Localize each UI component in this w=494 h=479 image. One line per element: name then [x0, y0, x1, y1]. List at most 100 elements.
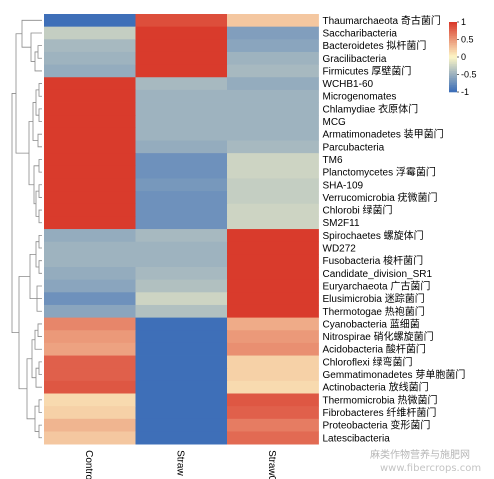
- heatmap-cell: [44, 292, 136, 306]
- heatmap-cell: [135, 267, 228, 281]
- colorbar-segment: [449, 41, 457, 44]
- heatmap-cell: [135, 165, 228, 179]
- heatmap-cell: [135, 153, 228, 167]
- heatmap-cell: [227, 14, 319, 28]
- row-label: Candidate_division_SR1: [323, 269, 433, 280]
- heatmap-cell: [227, 267, 319, 281]
- dendrogram-branch: [37, 323, 42, 337]
- heatmap-cell: [44, 102, 136, 116]
- colorbar-segment: [449, 69, 457, 72]
- colorbar-tick-label: 1: [461, 17, 466, 27]
- heatmap-cell: [44, 368, 136, 382]
- colorbar-segment: [449, 57, 457, 60]
- heatmap-cell: [135, 304, 228, 318]
- heatmap-cell: [227, 77, 319, 91]
- row-label: Thermotogae 热袍菌门: [323, 305, 425, 318]
- heatmap-cell: [135, 418, 228, 432]
- dendrogram-branch: [38, 108, 42, 122]
- heatmap-cell: [227, 393, 319, 407]
- heatmap-cell: [44, 254, 136, 268]
- row-label: Spirochaetes 螺旋体门: [323, 229, 424, 242]
- heatmap-cell: [44, 216, 136, 230]
- row-label: Verrucomicrobia 疣微菌门: [323, 191, 438, 204]
- colorbar-tick-label: 0: [461, 52, 466, 62]
- dendrogram-branch: [32, 102, 38, 141]
- heatmap-cell: [135, 216, 228, 230]
- heatmap-cell: [227, 279, 319, 293]
- heatmap-cell: [135, 115, 228, 129]
- dendrogram-branch: [34, 329, 42, 350]
- heatmap-cell: [44, 51, 136, 65]
- row-label: Microgenomates: [323, 92, 397, 103]
- colorbar-segment: [449, 23, 457, 26]
- heatmap-cell: [227, 342, 319, 356]
- colorbar-segment: [449, 90, 457, 93]
- heatmap-cell: [135, 203, 228, 217]
- heatmap-cell: [227, 355, 319, 369]
- colorbar-segment: [449, 22, 457, 25]
- dendrogram-branch: [38, 209, 42, 224]
- heatmap-cell: [227, 229, 319, 243]
- heatmap-cell: [227, 140, 319, 154]
- row-label: Thermomicrobia 热微菌门: [323, 393, 438, 406]
- dendrogram-branch: [38, 399, 42, 413]
- row-label: Gracilibacteria: [323, 54, 387, 65]
- row-label: SHA-109: [323, 180, 364, 191]
- colorbar-segment: [449, 76, 457, 79]
- colorbar-segment: [449, 48, 457, 51]
- colorbar-tick-label: -1: [461, 87, 469, 97]
- colorbar-segment: [449, 79, 457, 82]
- heatmap-cell: [227, 418, 319, 432]
- colorbar-segment: [449, 58, 457, 61]
- row-labels: Thaumarchaeota 奇古菌门SaccharibacteriaBacte…: [323, 14, 466, 444]
- row-label: MCG: [323, 117, 347, 128]
- row-label: Acidobacteria 酸杆菌门: [323, 343, 426, 356]
- heatmap-cell: [227, 89, 319, 103]
- colorbar-segment: [449, 37, 457, 40]
- heatmap-cells: [44, 14, 319, 445]
- colorbar-segment: [449, 44, 457, 47]
- heatmap-cell: [44, 241, 136, 255]
- heatmap-cell: [44, 330, 136, 344]
- dendrogram-branch: [38, 361, 42, 375]
- heatmap-cell: [44, 279, 136, 293]
- row-label: Saccharibacteria: [323, 28, 398, 39]
- heatmap-cell: [135, 26, 228, 40]
- heatmap-cell: [227, 203, 319, 217]
- heatmap-cell: [44, 26, 136, 40]
- heatmap-cell: [44, 165, 136, 179]
- heatmap-cell: [135, 254, 228, 268]
- heatmap-cell: [135, 317, 228, 331]
- colorbar-segment: [449, 85, 457, 88]
- row-label: Firmicutes 厚壁菌门: [323, 64, 412, 77]
- heatmap-cell: [135, 330, 228, 344]
- dendrogram-branch: [38, 234, 42, 249]
- colorbar-tick-label: -0.5: [461, 70, 477, 80]
- heatmap-cell: [44, 64, 136, 78]
- row-label: Actinobacteria 放线菌门: [323, 381, 429, 394]
- row-label: Proteobacteria 变形菌门: [323, 419, 431, 432]
- heatmap-cell: [44, 191, 136, 205]
- dendrogram-branch: [35, 241, 39, 268]
- dendrogram-branch: [38, 159, 42, 173]
- colorbar-segment: [449, 30, 457, 33]
- heatmap-cell: [44, 342, 136, 356]
- dendrogram-branch: [35, 89, 39, 116]
- heatmap-cell: [135, 127, 228, 141]
- column-label: Straw0.2: [266, 450, 277, 479]
- heatmap-cell: [44, 115, 136, 129]
- heatmap-cell: [227, 304, 319, 318]
- heatmap-cell: [135, 292, 228, 306]
- heatmap-cell: [227, 51, 319, 65]
- dendrogram-branch: [35, 190, 39, 217]
- heatmap-cell: [44, 406, 136, 420]
- heatmap-cell: [44, 229, 136, 243]
- row-label: TM6: [323, 155, 343, 166]
- heatmap-cell: [227, 241, 319, 255]
- dendrogram-branch: [21, 19, 42, 48]
- heatmap-cell: [227, 153, 319, 167]
- watermark-line1: 麻类作物营养与施肥网: [370, 448, 470, 461]
- color-legend: 1 0.5 0 -0.5 -1: [449, 17, 477, 97]
- dendrogram-branch: [38, 184, 42, 198]
- column-labels: Control Straw Straw0.2: [83, 450, 277, 479]
